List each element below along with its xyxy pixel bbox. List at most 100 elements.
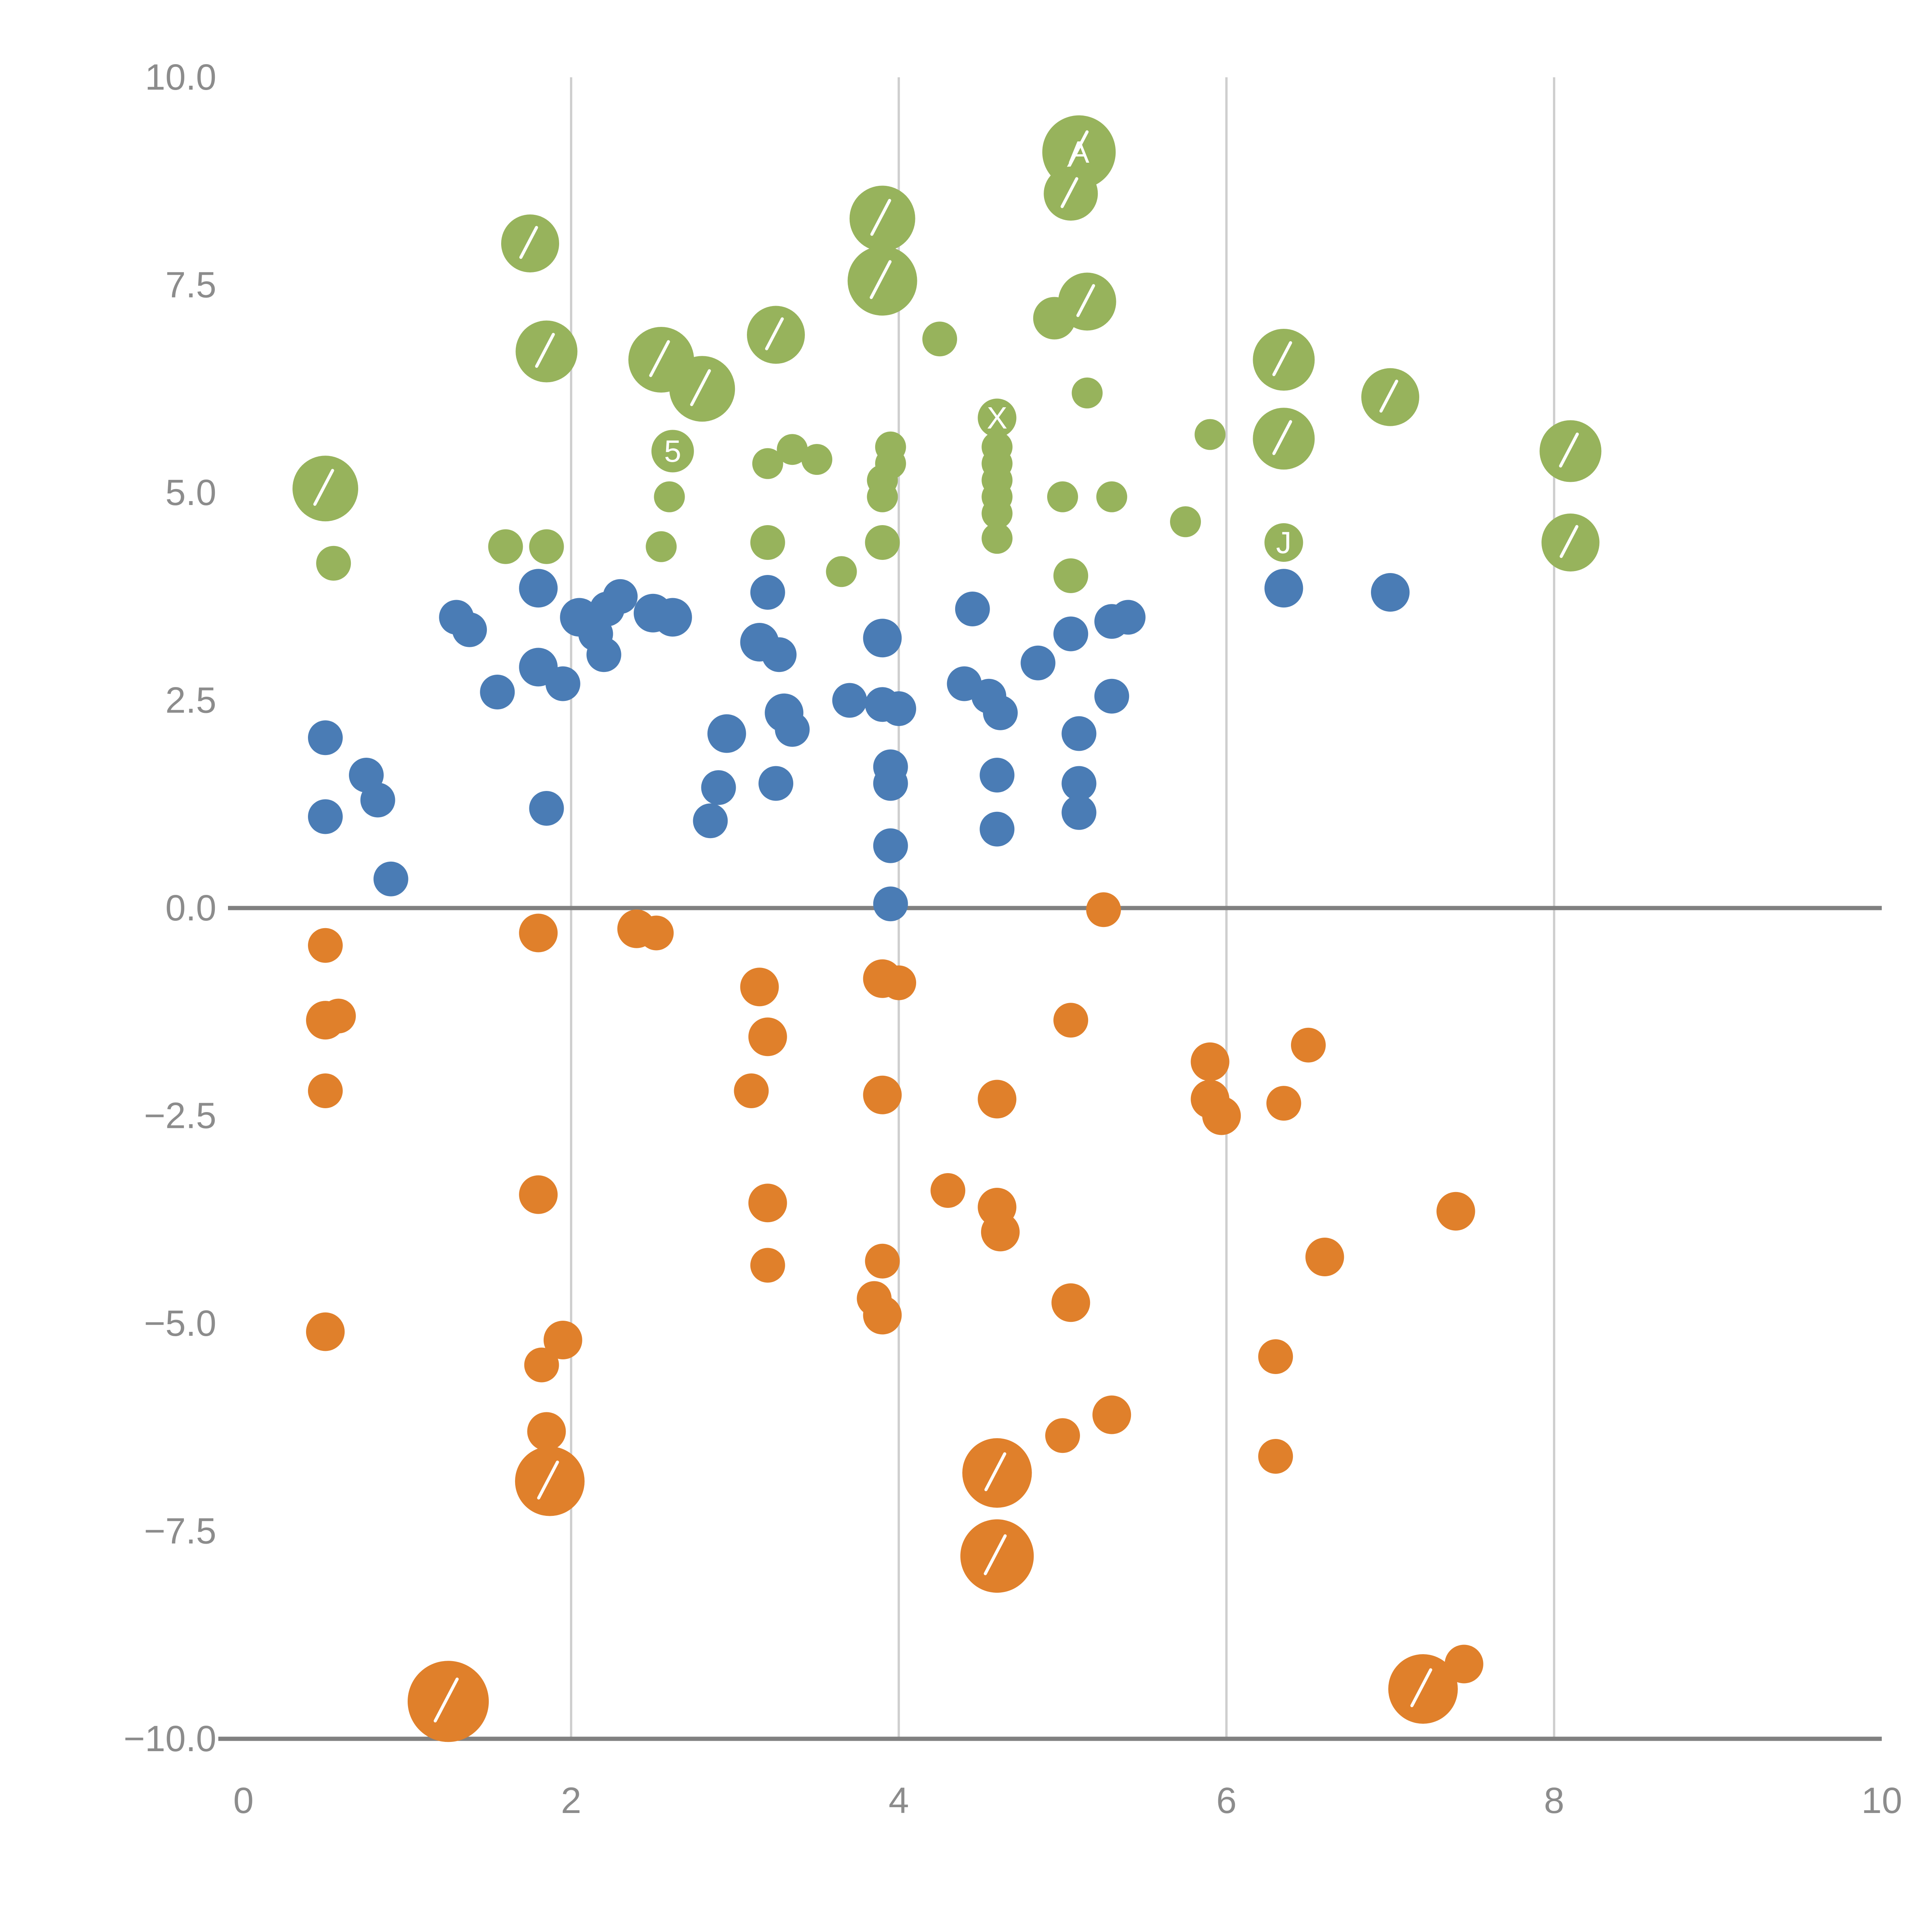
data-point [847, 246, 917, 316]
data-point [748, 1017, 787, 1056]
x-tick-label: 4 [889, 1780, 909, 1821]
data-point [1253, 408, 1315, 470]
data-point [501, 214, 559, 272]
data-point [1047, 481, 1078, 512]
data-point [775, 712, 810, 747]
data-point [762, 637, 797, 672]
data-point [777, 434, 808, 465]
y-tick-label: 5.0 [165, 472, 216, 513]
data-point [1044, 167, 1098, 221]
y-tick-label: −2.5 [144, 1095, 216, 1136]
data-point [654, 481, 685, 512]
data-point [519, 569, 558, 608]
y-tick-label: 0.0 [165, 888, 216, 929]
data-point [1264, 523, 1303, 562]
data-point [527, 1412, 566, 1451]
data-point [1266, 1086, 1301, 1121]
data-point [543, 1321, 582, 1359]
bubble-slash-mark [984, 1452, 1007, 1492]
data-point [1061, 716, 1097, 751]
data-point [316, 546, 351, 581]
data-point [1264, 569, 1303, 608]
data-point [1388, 1654, 1458, 1724]
data-point [863, 619, 902, 658]
data-point [863, 1075, 902, 1114]
bubble-slash-mark [869, 260, 892, 299]
data-point [1541, 514, 1600, 571]
data-point [308, 720, 343, 755]
data-point [529, 529, 564, 564]
data-point [1092, 1395, 1131, 1434]
data-point [373, 861, 408, 896]
bubble-slash-mark [1410, 1668, 1432, 1708]
data-point [308, 1073, 343, 1108]
data-point [881, 691, 916, 726]
bubble-slash-mark [1066, 130, 1089, 172]
data-point [865, 525, 900, 560]
data-point [1444, 1645, 1483, 1684]
data-point [653, 598, 692, 637]
data-point [639, 915, 674, 951]
data-point [515, 1446, 585, 1516]
data-point [962, 1438, 1032, 1508]
y-tick-label: 10.0 [145, 57, 216, 98]
point-label: 5 [664, 434, 681, 468]
point-label: X [987, 401, 1007, 435]
bubble-slash-mark [1060, 177, 1078, 208]
data-point [1291, 1027, 1326, 1063]
data-point [1061, 766, 1097, 801]
data-point [826, 556, 857, 587]
data-point [1305, 1238, 1344, 1276]
series-blue [308, 569, 1410, 922]
data-point [832, 683, 867, 718]
bubble-slash-mark [313, 469, 334, 506]
point-label: A [1069, 135, 1090, 169]
data-point [1053, 558, 1088, 593]
data-point [1111, 600, 1146, 635]
data-point [978, 398, 1017, 437]
x-tick-label: 6 [1216, 1780, 1237, 1821]
data-point [524, 1347, 559, 1383]
data-point [1020, 645, 1056, 680]
data-point [748, 1184, 787, 1223]
data-point [701, 770, 736, 805]
data-point [873, 828, 908, 863]
y-tick-label: 2.5 [165, 680, 216, 721]
bubble-slash-mark [690, 369, 711, 406]
data-point [1096, 481, 1128, 512]
y-tick-label: −7.5 [144, 1511, 216, 1552]
data-point [980, 811, 1015, 847]
data-point [1361, 368, 1419, 426]
data-point [1051, 1283, 1090, 1322]
data-point [707, 714, 746, 753]
data-point [849, 185, 915, 252]
data-point [922, 321, 957, 357]
data-point [545, 666, 580, 701]
bubble-slash-mark [1379, 379, 1398, 413]
data-point [519, 1175, 558, 1214]
bubble-slash-mark [649, 340, 670, 377]
data-point [1258, 1339, 1293, 1374]
data-point [1436, 1192, 1475, 1231]
data-point [981, 498, 1013, 529]
data-point [881, 965, 916, 1000]
data-point [1045, 1418, 1080, 1453]
data-point [1190, 1042, 1230, 1081]
data-point [960, 1519, 1034, 1593]
bubble-slash-mark [1272, 420, 1292, 455]
data-point [1061, 795, 1097, 830]
data-point [759, 766, 793, 801]
data-point [801, 444, 832, 475]
data-point [981, 1213, 1020, 1252]
data-point [1094, 679, 1129, 714]
data-point [452, 612, 487, 647]
data-point [980, 758, 1015, 793]
data-point [1253, 329, 1315, 391]
data-point [529, 791, 564, 826]
data-point [930, 1173, 966, 1208]
data-point [1053, 1003, 1088, 1038]
data-point [488, 529, 523, 564]
data-point [750, 575, 785, 610]
